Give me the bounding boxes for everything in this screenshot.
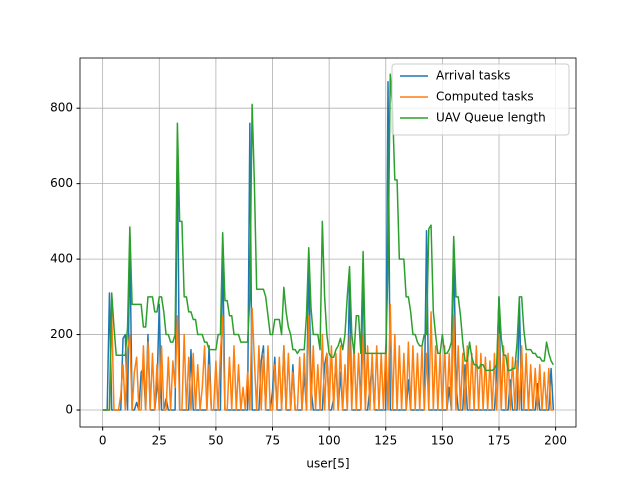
- y-tick-label: 400: [50, 252, 73, 266]
- x-tick-label: 75: [265, 434, 280, 448]
- x-tick-label: 150: [431, 434, 454, 448]
- x-tick-label: 0: [99, 434, 107, 448]
- y-tick-label: 600: [50, 176, 73, 190]
- series-line: [102, 73, 554, 411]
- x-tick-label: 25: [152, 434, 167, 448]
- axes-frame: [79, 57, 577, 428]
- legend-label: Computed tasks: [436, 90, 534, 104]
- x-tick-label: 100: [318, 434, 341, 448]
- x-tick-label: 50: [208, 434, 223, 448]
- legend-box: [391, 63, 570, 136]
- y-tick-label: 200: [50, 327, 73, 341]
- y-tick-label: 0: [65, 403, 73, 417]
- x-tick-label: 175: [488, 434, 511, 448]
- legend-label: Arrival tasks: [436, 69, 510, 83]
- y-tick-label: 800: [50, 101, 73, 115]
- x-axis-label: user[5]: [306, 457, 349, 471]
- x-tick-label: 200: [544, 434, 567, 448]
- series-line: [102, 303, 554, 411]
- x-tick-label: 125: [374, 434, 397, 448]
- legend-label: UAV Queue length: [436, 111, 546, 125]
